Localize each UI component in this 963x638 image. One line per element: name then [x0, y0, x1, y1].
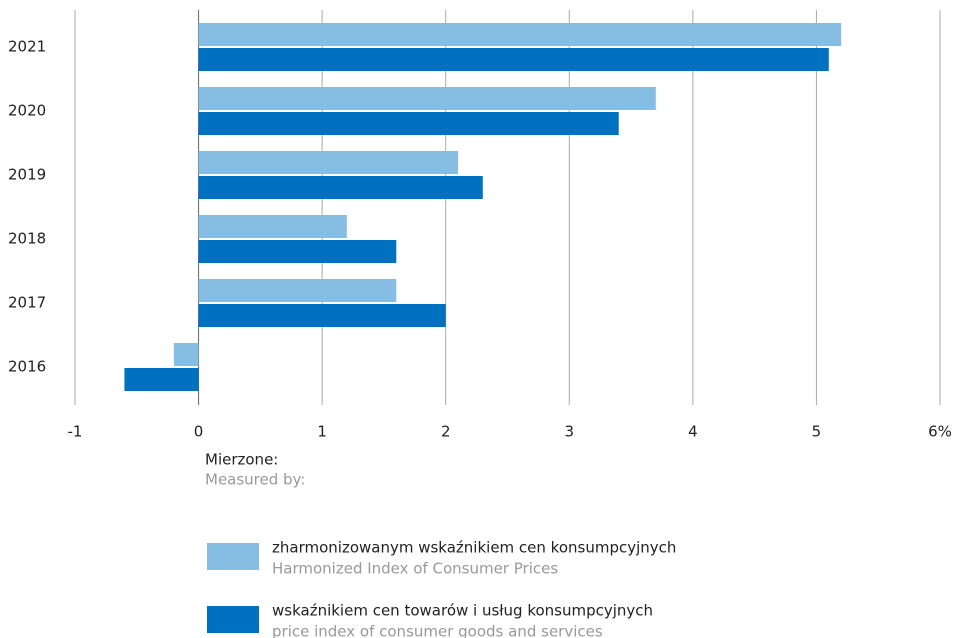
bar	[198, 87, 656, 110]
legend-label-en: Harmonized Index of Consumer Prices	[272, 560, 558, 578]
x-tick-label: 1	[317, 423, 327, 441]
bar	[198, 48, 829, 71]
legend-swatch	[207, 606, 259, 633]
bar	[198, 112, 619, 135]
bar	[198, 151, 459, 174]
legend-label-en: price index of consumer goods and servic…	[272, 623, 603, 638]
x-tick-label: 2	[441, 423, 451, 441]
bar	[198, 279, 397, 302]
y-tick-label: 2017	[8, 294, 46, 312]
bar	[173, 343, 199, 366]
bar	[198, 240, 397, 263]
y-tick-label: 2021	[8, 38, 46, 56]
legend-swatch	[207, 543, 259, 570]
bar	[124, 368, 199, 391]
y-tick-label: 2019	[8, 166, 46, 184]
legend-label: wskaźnikiem cen towarów i usług konsumpc…	[272, 602, 653, 620]
bar	[198, 215, 347, 238]
legend-subtitle: Measured by:	[205, 471, 305, 489]
x-tick-label: 3	[565, 423, 575, 441]
x-tick-label: 6%	[928, 423, 952, 441]
y-tick-label: 2020	[8, 102, 46, 120]
x-tick-label: -1	[68, 423, 83, 441]
bar	[198, 23, 842, 46]
legend-label: zharmonizowanym wskaźnikiem cen konsumpc…	[272, 539, 676, 557]
legend-title: Mierzone:	[205, 451, 278, 469]
y-tick-label: 2016	[8, 358, 46, 376]
x-tick-label: 0	[194, 423, 204, 441]
y-tick-label: 2018	[8, 230, 46, 248]
bar	[198, 176, 483, 199]
x-tick-label: 5	[812, 423, 822, 441]
x-tick-label: 4	[688, 423, 698, 441]
bar	[198, 304, 446, 327]
